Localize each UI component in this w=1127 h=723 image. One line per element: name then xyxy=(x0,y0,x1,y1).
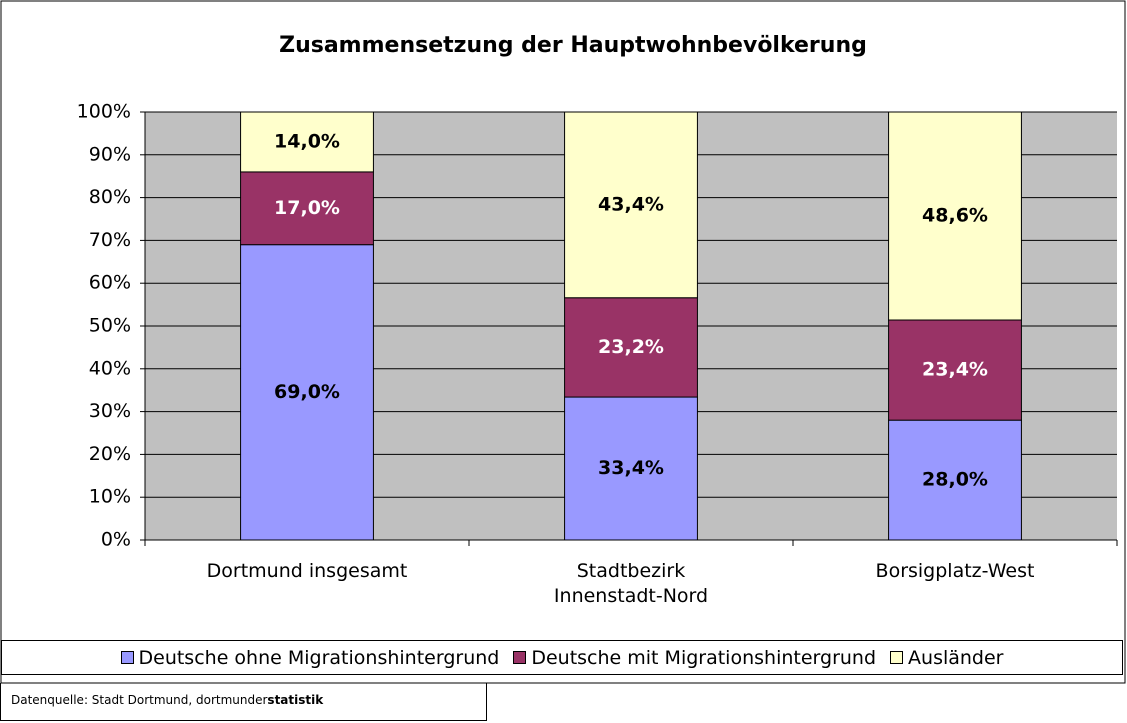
y-tick-label: 70% xyxy=(89,229,131,251)
data-label: 33,4% xyxy=(598,457,664,479)
legend-item: Ausländer xyxy=(890,646,1004,669)
y-tick-label: 0% xyxy=(101,529,131,551)
source-text: Datenquelle: Stadt Dortmund, dortmunder xyxy=(11,693,268,707)
bar-segment xyxy=(240,111,374,173)
legend-label: Deutsche mit Migrationshintergrund xyxy=(531,646,877,669)
source-bold: statistik xyxy=(267,693,324,707)
y-tick-label: 10% xyxy=(89,486,131,508)
y-tick-label: 80% xyxy=(89,186,131,208)
x-tick-label: Stadtbezirk Innenstadt-Nord xyxy=(553,560,709,607)
bar-segment xyxy=(564,396,698,541)
bar-segment xyxy=(564,111,698,299)
x-tick-label: Borsigplatz-West xyxy=(875,560,1035,582)
legend-swatch xyxy=(513,651,527,664)
data-label: 28,0% xyxy=(922,469,988,491)
legend: Deutsche ohne Migrationshintergrund Deuts… xyxy=(1,640,1123,675)
legend-item: Deutsche mit Migrationshintergrund xyxy=(513,647,876,669)
bar-segment xyxy=(888,111,1022,321)
legend-label: Ausländer xyxy=(908,646,1004,669)
chart-title: Zusammensetzung der Hauptwohnbevölkerung xyxy=(279,33,867,58)
bar-segment xyxy=(240,244,374,541)
data-label: 14,0% xyxy=(274,130,340,152)
data-label: 23,4% xyxy=(922,359,988,381)
bar-segment xyxy=(564,297,698,398)
y-tick-label: 30% xyxy=(89,400,131,422)
chart-border xyxy=(0,0,1126,684)
legend-swatch xyxy=(890,651,904,664)
y-tick-label: 40% xyxy=(89,357,131,379)
y-tick-label: 60% xyxy=(89,272,131,294)
bar-segment xyxy=(888,419,1022,541)
data-label: 23,2% xyxy=(598,336,664,358)
data-label: 69,0% xyxy=(274,381,340,403)
legend-label: Deutsche ohne Migrationshintergrund xyxy=(138,646,500,669)
bar-segment xyxy=(888,319,1022,421)
legend-item: Deutsche ohne Migrationshintergrund xyxy=(120,646,500,669)
data-label: 17,0% xyxy=(274,197,340,219)
data-label: 43,4% xyxy=(598,193,664,215)
bar-segment xyxy=(240,171,374,246)
data-label: 48,6% xyxy=(922,205,988,227)
y-tick-label: 90% xyxy=(89,143,131,165)
legend-swatch xyxy=(120,651,134,664)
x-tick-label: Dortmund insgesamt xyxy=(206,560,408,582)
y-tick-label: 50% xyxy=(89,315,131,337)
y-tick-label: 100% xyxy=(77,101,131,123)
y-tick-label: 20% xyxy=(89,443,131,465)
source-note: Datenquelle: Stadt Dortmund, dortmunders… xyxy=(0,683,487,721)
